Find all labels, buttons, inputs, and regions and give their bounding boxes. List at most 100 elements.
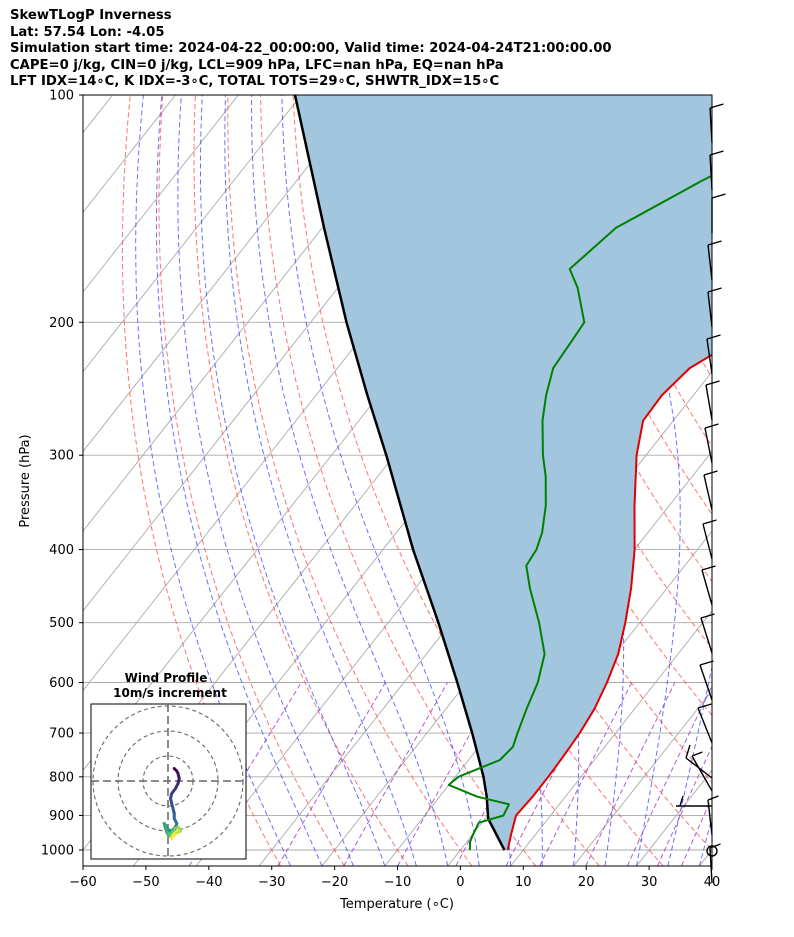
dry-adiabat-line [553,95,712,448]
isotherm-line [573,689,712,866]
wind-barb-flag [705,380,720,386]
cape-cin-shading [295,95,712,850]
wind-barb-flag [699,660,714,666]
wind-barb-flag [691,751,703,757]
location-coordinates: Lat: 57.54 Lon: -4.05 [10,24,165,40]
x-tick-label: 10 [515,875,532,890]
moist-adiabat-line [224,95,417,866]
wind-barb-flag [706,334,721,340]
y-tick-label: 300 [49,449,74,464]
cin-shaded-area [295,95,712,850]
hodograph-trace-segment [170,834,175,840]
x-tick-label: −50 [132,875,159,890]
wind-barb-staff [707,244,713,281]
x-tick-label: 20 [578,875,595,890]
moist-adiabat-line [177,95,354,866]
mixing-ratio-line [657,745,712,866]
mixing-ratio-line [397,682,499,866]
y-tick-label: 800 [49,770,74,785]
x-tick-label: 0 [456,875,464,890]
mixing-ratio-line [343,682,448,866]
x-tick-label: −30 [258,875,285,890]
dry-adiabat-line [782,95,794,866]
dry-adiabat-line [227,95,473,866]
y-tick-label: 200 [49,316,74,331]
x-tick-label: −60 [69,875,96,890]
wind-barb-flag [685,744,691,759]
isotherm-line [83,95,302,373]
dewpoint-profile-line [447,174,712,851]
mixing-ratio-line [539,682,633,866]
wind-barb-flag [697,703,712,709]
dry-adiabat-line [193,95,409,866]
dry-adiabat-line [717,95,794,866]
x-tick-label: 30 [641,875,658,890]
moist-adiabat-line [251,95,449,866]
cape-cin-indices: CAPE=0 j/kg, CIN=0 j/kg, LCL=909 hPa, LF… [10,57,504,73]
wind-barb-staff [697,707,713,744]
hodograph-subtitle: 10m/s increment [113,686,227,700]
x-tick-label: −40 [195,875,222,890]
isotherm-line [510,610,712,866]
mixing-ratio-line [681,795,712,866]
y-tick-label: 700 [49,727,74,742]
dry-adiabat-line [357,95,712,851]
wind-barbs [676,103,726,884]
y-tick-label: 500 [49,616,74,631]
x-tick-label: 40 [704,875,721,890]
wind-profile-hodograph: Wind Profile 10m/s increment [90,671,247,860]
y-axis-label: Pressure (hPa) [18,434,33,527]
wind-barb-flag [703,470,718,476]
wind-barb-staff [691,755,713,792]
hodograph-plot [91,704,246,859]
moist-adiabat-line [200,95,386,866]
sounding-profiles [293,95,712,851]
wind-barb-flag [707,287,722,293]
moist-adiabat-line [155,95,323,866]
wind-barb-flag [702,519,717,525]
dry-adiabat-line [121,95,281,866]
dry-adiabat-line [422,95,712,717]
y-tick-label: 900 [49,809,74,824]
chart-header: SkewTLogP Inverness Lat: 57.54 Lon: -4.0… [10,8,612,91]
wind-barb-flag [679,795,684,807]
parcel-path-line [293,95,506,851]
wind-barb-flag [707,795,719,801]
wind-barb-staff [706,338,713,375]
wind-barb-staff [707,291,713,328]
stability-indices: LFT IDX=14∘C, K IDX=-3∘C, TOTAL TOTS=29∘… [10,74,500,89]
x-tick-label: −10 [384,875,411,890]
y-tick-label: 1000 [41,844,74,859]
x-tick-label: −20 [321,875,348,890]
isotherm-line [699,849,712,866]
y-tick-label: 600 [49,676,74,691]
wind-barb-staff [700,617,713,654]
x-axis-label: Temperature (∘C) [339,897,454,912]
wind-barb-staff [699,664,713,701]
wind-barb-staff [685,757,713,779]
wind-barb-staff [701,569,713,606]
wind-barb-staff [702,523,713,560]
wind-barb-staff [703,474,713,511]
wind-barb-staff [705,384,713,421]
isotherm-line [83,95,365,453]
simulation-times: Simulation start time: 2024-04-22_00:00:… [10,41,612,56]
isotherm-line [83,95,239,293]
wind-barb-flag [707,240,722,246]
axis-ticks: −60 −50 −40 −30 −20 −10 0 10 20 30 40 100 200 300 400 5… [41,89,720,891]
temperature-profile-line [506,353,712,851]
y-tick-label: 100 [49,89,74,104]
hodograph-title: Wind Profile [125,671,208,685]
chart-title: SkewTLogP Inverness [10,8,172,23]
mixing-ratio-line [626,684,712,866]
moist-adiabat-line [578,95,681,866]
wind-barb-flag [711,193,726,199]
dry-adiabat-line [749,95,794,866]
wind-barb-staff [704,427,713,464]
moist-adiabat-line [698,815,712,866]
moist-adiabat-line [135,95,291,866]
mixing-ratio-line [585,682,676,866]
y-tick-label: 400 [49,543,74,558]
mixing-ratio-line [277,682,386,866]
